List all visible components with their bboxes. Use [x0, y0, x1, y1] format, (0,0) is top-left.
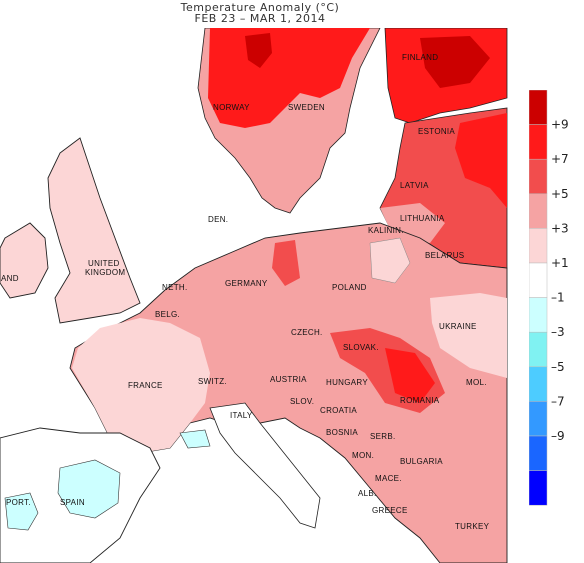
portugal-cold-spot [4, 492, 39, 531]
label-denmark: DEN. [208, 215, 228, 224]
label-turkey: TURKEY [455, 522, 490, 531]
label-belgium: BELG. [155, 310, 180, 319]
anomaly-map: FINLAND NORWAY SWEDEN ESTONIA LATVIA LIT… [0, 28, 520, 563]
label-montenegro: MON. [352, 451, 374, 460]
italy-land [209, 402, 321, 529]
legend-swatch [529, 124, 548, 160]
legend-tick-label: –3 [551, 325, 565, 339]
label-lithuania: LITHUANIA [400, 214, 445, 223]
romania-peak [385, 348, 435, 403]
label-norway: NORWAY [213, 103, 250, 112]
legend-tick-label: +1 [551, 256, 569, 270]
poland-warm [272, 240, 300, 286]
label-portugal: PORT. [6, 498, 31, 507]
label-poland: POLAND [332, 283, 367, 292]
label-bosnia: BOSNIA [326, 428, 358, 437]
label-kalinin: KALININ. [368, 226, 404, 235]
legend-tick-label: +9 [551, 118, 569, 132]
legend-swatch [529, 366, 548, 402]
legend-swatch [529, 158, 548, 195]
legend-tick-label: –1 [551, 291, 565, 305]
legend-tick-label: –5 [551, 360, 565, 374]
ireland-land [0, 222, 49, 299]
label-italy: ITALY [230, 411, 253, 420]
label-germany: GERMANY [225, 279, 268, 288]
label-moldova: MOL. [466, 378, 487, 387]
label-slovakia: SLOVAK. [343, 343, 379, 352]
label-austria: AUSTRIA [270, 375, 307, 384]
label-albania: ALB. [358, 489, 377, 498]
label-kingdom: KINGDOM [85, 268, 125, 277]
legend-swatch [529, 262, 548, 298]
label-macedonia: MACE. [375, 474, 402, 483]
legend-swatch [529, 331, 548, 368]
legend-tick-label: +3 [551, 221, 569, 235]
ukraine-region [430, 293, 507, 378]
legend-swatch [529, 193, 548, 229]
legend-swatch [529, 90, 548, 125]
britain-land [47, 137, 141, 324]
spain-cold-spot [57, 459, 121, 519]
italy-cold-spot [179, 429, 211, 449]
label-sweden: SWEDEN [288, 103, 325, 112]
label-estonia: ESTONIA [418, 127, 455, 136]
label-ukraine: UKRAINE [439, 322, 477, 331]
label-spain: SPAIN [60, 498, 85, 507]
legend-swatch [529, 435, 548, 471]
finland-peak [420, 36, 490, 88]
legend-tick-label: +7 [551, 152, 569, 166]
legend-tick-label: +5 [551, 187, 569, 201]
label-latvia: LATVIA [400, 181, 429, 190]
label-greece: GREECE [372, 506, 408, 515]
legend-swatch [529, 297, 548, 333]
legend-swatch [529, 470, 548, 506]
label-netherlands: NETH. [162, 283, 188, 292]
legend-tick-label: –9 [551, 429, 565, 443]
legend-swatch [529, 401, 548, 437]
label-france: FRANCE [128, 381, 163, 390]
norway-peak [245, 33, 272, 68]
label-czech: CZECH. [291, 328, 323, 337]
france-land [72, 318, 210, 453]
label-serbia: SERB. [370, 432, 396, 441]
legend-tick-label: –7 [551, 394, 565, 408]
baltics-peak [455, 113, 507, 208]
label-finland: FINLAND [402, 53, 438, 62]
map-subtitle: FEB 23 – MAR 1, 2014 [194, 12, 326, 25]
label-slovenia: SLOV. [290, 397, 314, 406]
label-croatia: CROATIA [320, 406, 357, 415]
map-title: Temperature Anomaly (°C) [180, 1, 340, 14]
belarus-pale [369, 237, 411, 284]
label-romania: ROMANIA [400, 396, 440, 405]
label-bulgaria: BULGARIA [400, 457, 443, 466]
legend-swatch [529, 228, 548, 264]
label-switzerland: SWITZ. [198, 377, 227, 386]
label-belarus: BELARUS [425, 251, 464, 260]
label-ireland: IRELAND [0, 274, 19, 283]
color-legend: +9 +7 +5 +3 +1 –1 –3 –5 –7 –9 [529, 90, 569, 506]
label-united: UNITED [88, 259, 120, 268]
label-hungary: HUNGARY [326, 378, 368, 387]
